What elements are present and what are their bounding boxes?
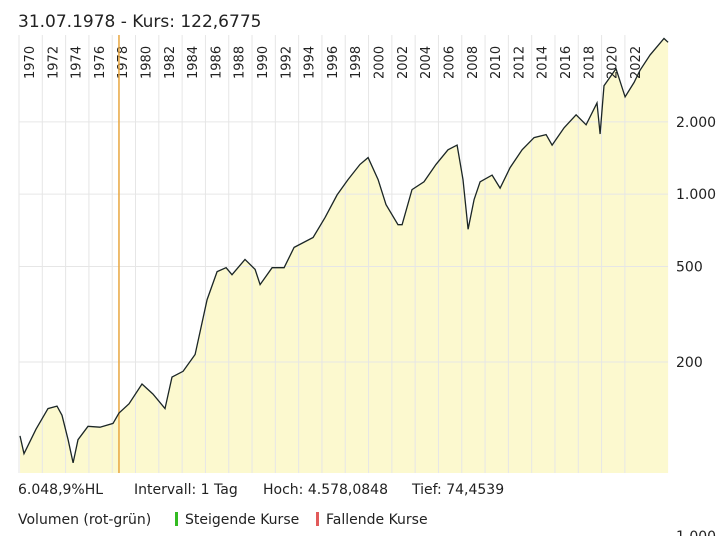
- volume-title: Volumen (rot-grün): [18, 512, 151, 528]
- x-tick-label: 1988: [233, 46, 248, 79]
- x-tick-label: 2002: [396, 46, 411, 79]
- y-tick-label: 500: [676, 259, 703, 275]
- stat-text: 6.048,9%HL: [18, 482, 103, 498]
- y-tick-label: 200: [676, 355, 703, 371]
- header: 31.07.1978 - Kurs: 122,6775: [18, 12, 261, 32]
- x-tick-label: 1990: [256, 46, 271, 79]
- x-tick-label: 2014: [536, 46, 551, 79]
- x-tick-label: 2016: [559, 46, 574, 79]
- legend-swatch: [175, 512, 178, 526]
- x-tick-label: 1980: [140, 46, 155, 79]
- x-tick-label: 1982: [163, 46, 178, 79]
- x-tick-label: 1986: [209, 46, 224, 79]
- x-tick-label: 1976: [93, 46, 108, 79]
- stat-text: Tief: 74,4539: [411, 482, 504, 498]
- x-tick-label: 2006: [442, 46, 457, 79]
- legend-label: Steigende Kurse: [185, 512, 299, 528]
- x-tick-label: 1974: [70, 46, 85, 79]
- x-tick-label: 2004: [419, 46, 434, 79]
- legend-swatch: [316, 512, 319, 526]
- area-fill: [20, 38, 669, 473]
- stat-text: Hoch: 4.578,0848: [263, 482, 388, 498]
- stat-text: Intervall: 1 Tag: [134, 482, 238, 498]
- price-line: [19, 37, 669, 464]
- x-tick-label: 1970: [23, 46, 38, 79]
- x-tick-label: 2008: [466, 46, 481, 79]
- y-tick-label: 1.000: [676, 187, 716, 203]
- x-tick-label: 2010: [489, 46, 504, 79]
- x-tick-label: 2012: [512, 46, 527, 79]
- volume-tick-label: 1.000: [676, 529, 716, 536]
- x-tick-label: 1992: [279, 46, 294, 79]
- x-tick-label: 1996: [326, 46, 341, 79]
- x-tick-label: 2022: [629, 46, 644, 79]
- y-tick-label: 2.000: [676, 115, 716, 131]
- x-tick-label: 2018: [582, 46, 597, 79]
- x-tick-label: 1998: [349, 46, 364, 79]
- x-tick-label: 1994: [303, 46, 318, 79]
- x-tick-label: 1972: [46, 46, 61, 79]
- x-tick-label: 1978: [116, 46, 131, 79]
- x-tick-label: 1984: [186, 46, 201, 79]
- x-tick-label: 2000: [373, 46, 388, 79]
- legend-label: Fallende Kurse: [326, 512, 428, 528]
